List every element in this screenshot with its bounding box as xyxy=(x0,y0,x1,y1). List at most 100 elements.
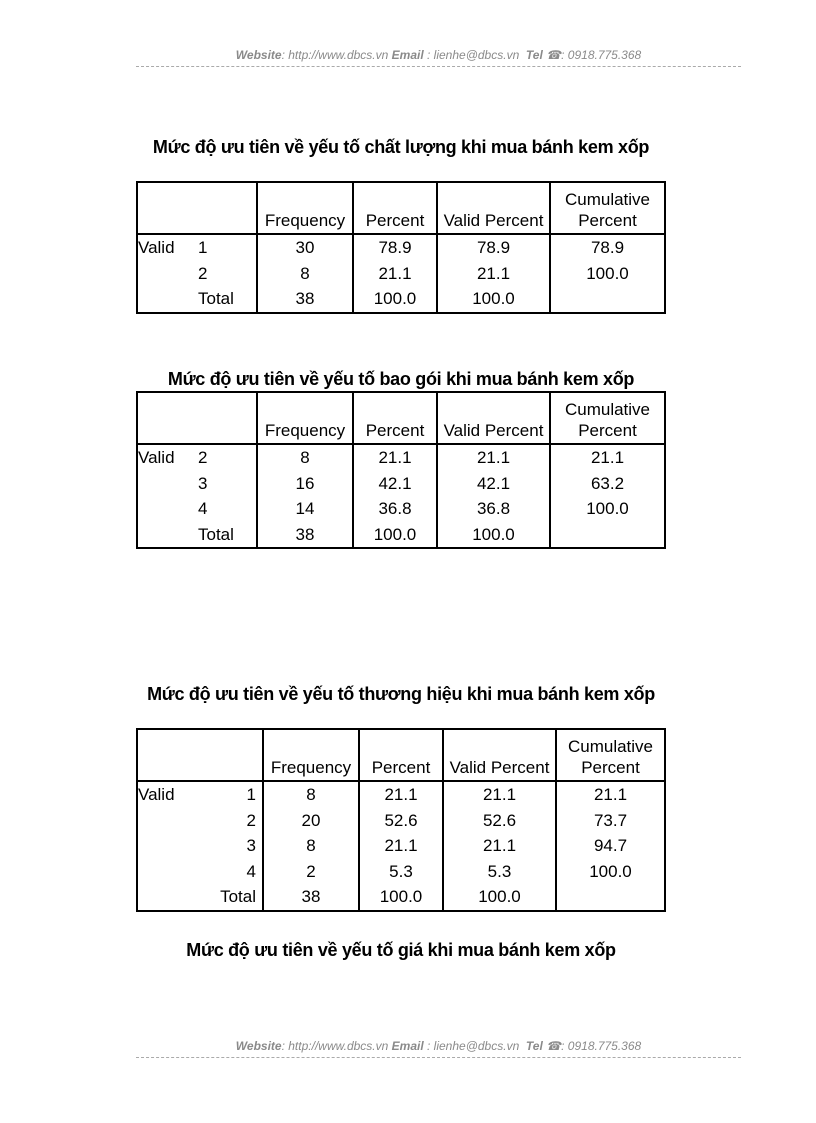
frequency-table: Frequency Percent Valid Percent Cumulative … xyxy=(136,728,666,912)
table-cell: 42.1 xyxy=(437,470,551,496)
frequency-table: Frequency Percent Valid Percent Cumulative … xyxy=(136,181,666,314)
table-cell: 38 xyxy=(263,884,360,911)
column-header xyxy=(137,392,198,445)
table-cell: Valid xyxy=(138,238,175,258)
table-cell xyxy=(137,286,198,313)
table-cell: Total xyxy=(198,521,258,548)
table-cell: 100.0 xyxy=(437,286,551,313)
column-header: Frequency xyxy=(257,392,354,445)
page-footer: Website: http://www.dbcs.vn Email : lien… xyxy=(136,1039,741,1058)
table-row: 3 8 21.1 21.1 94.7 xyxy=(137,833,665,859)
table-cell: 2 xyxy=(198,807,264,833)
table-row: Total 38 100.0 100.0 xyxy=(137,884,665,911)
table-row: Valid 1 8 21.1 21.1 21.1 xyxy=(137,781,665,808)
column-header xyxy=(198,182,258,235)
table-cell: 100.0 xyxy=(443,884,557,911)
table-row: Total 38 100.0 100.0 xyxy=(137,521,665,549)
column-header xyxy=(137,182,198,235)
column-header: Valid Percent xyxy=(437,182,551,235)
table-title: Mức độ ưu tiên về yếu tố thương hiệu khi… xyxy=(147,684,655,704)
column-header: Valid Percent xyxy=(443,729,557,782)
table-row: Valid 1 30 78.9 78.9 78.9 xyxy=(137,234,665,261)
table-cell: 21.1 xyxy=(437,444,551,471)
table-cell: 16 xyxy=(257,470,354,496)
table-cell xyxy=(137,261,198,287)
table-cell: 3 xyxy=(198,833,264,859)
table-cell: 78.9 xyxy=(353,234,438,261)
header-row: Frequency Percent Valid Percent Cumulative … xyxy=(137,392,665,445)
table-cell: 5.3 xyxy=(359,858,444,884)
table-cell: 73.7 xyxy=(593,810,628,830)
table-cell xyxy=(137,496,198,522)
table-cell: Total xyxy=(198,884,264,911)
table-cell: 4 xyxy=(198,496,258,522)
table-row: 2 20 52.6 52.6 73.7 xyxy=(137,807,665,833)
table-cell: 100.0 xyxy=(353,521,438,548)
table-cell: 63.2 xyxy=(590,473,625,493)
column-header: Cumulative Percent xyxy=(556,729,665,782)
table-cell xyxy=(550,286,665,313)
column-header: Percent xyxy=(353,392,438,445)
table-row: 2 8 21.1 21.1 100.0 xyxy=(137,260,665,287)
table-row: Valid 2 8 21.1 21.1 21.1 xyxy=(137,444,665,471)
table-cell: 100.0 xyxy=(586,263,629,283)
table-cell xyxy=(137,859,198,885)
header-row: Frequency Percent Valid Percent Cumulative … xyxy=(137,729,665,782)
table-cell: 2 xyxy=(198,444,258,471)
table-cell: 38 xyxy=(257,286,354,313)
table-cell xyxy=(137,884,198,911)
table-cell: 100.0 xyxy=(353,286,438,313)
table-cell: 4 xyxy=(198,858,264,884)
table-row: 4 14 36.8 36.8 100.0 xyxy=(137,496,665,522)
table-cell xyxy=(137,522,198,549)
table-cell: 1 xyxy=(198,781,264,808)
table-cell: Total xyxy=(198,286,258,313)
column-header xyxy=(137,729,198,782)
table-cell: 52.6 xyxy=(359,807,444,833)
table-cell: Valid xyxy=(138,448,175,468)
column-header xyxy=(198,729,264,782)
table-cell: 8 xyxy=(263,781,360,808)
table-cell: 8 xyxy=(257,444,354,471)
header-row: Frequency Percent Valid Percent Cumulative … xyxy=(137,182,665,235)
column-header: Percent xyxy=(359,729,444,782)
table-row: 3 16 42.1 42.1 63.2 xyxy=(137,470,665,497)
table-cell: 21.1 xyxy=(443,781,557,808)
table-cell: 36.8 xyxy=(437,496,551,522)
table-cell xyxy=(550,522,665,549)
table-row: Total 38 100.0 100.0 xyxy=(137,286,665,313)
table-cell: 1 xyxy=(198,234,258,261)
header-divider xyxy=(136,66,741,67)
table-cell xyxy=(137,833,198,859)
page-header: Website: http://www.dbcs.vn Email : lien… xyxy=(136,48,741,67)
table-cell: 2 xyxy=(263,858,360,884)
table-cell: 21.1 xyxy=(359,781,444,808)
table-cell: 100.0 xyxy=(437,521,551,548)
table-cell: 14 xyxy=(257,496,354,522)
column-header: Valid Percent xyxy=(437,392,551,445)
table-cell xyxy=(137,471,198,497)
table-title: Mức độ ưu tiên về yếu tố chất lượng khi … xyxy=(152,137,650,157)
table-cell: 3 xyxy=(198,470,258,496)
column-header: Cumulative Percent xyxy=(550,392,665,445)
table-cell: 5.3 xyxy=(443,858,557,884)
table-cell: 30 xyxy=(257,234,354,261)
column-header: Frequency xyxy=(263,729,360,782)
table-cell: 21.1 xyxy=(443,833,557,859)
table-cell: 36.8 xyxy=(353,496,438,522)
table-cell: 100.0 xyxy=(586,499,629,519)
table-cell: 21.1 xyxy=(353,260,438,286)
table-cell: 42.1 xyxy=(353,470,438,496)
table-cell: 21.1 xyxy=(590,448,625,468)
table-cell: 21.1 xyxy=(593,785,628,805)
table-cell: 8 xyxy=(257,260,354,286)
table-title: Mức độ ưu tiên về yếu tố bao gói khi mua… xyxy=(167,369,635,389)
table-cell: 78.9 xyxy=(437,234,551,261)
table-cell: 2 xyxy=(198,260,258,286)
table-cell xyxy=(556,884,665,911)
table-cell: 8 xyxy=(263,833,360,859)
frequency-table: Frequency Percent Valid Percent Cumulative … xyxy=(136,391,666,549)
table-cell: 94.7 xyxy=(593,836,628,856)
table-cell: 21.1 xyxy=(353,444,438,471)
